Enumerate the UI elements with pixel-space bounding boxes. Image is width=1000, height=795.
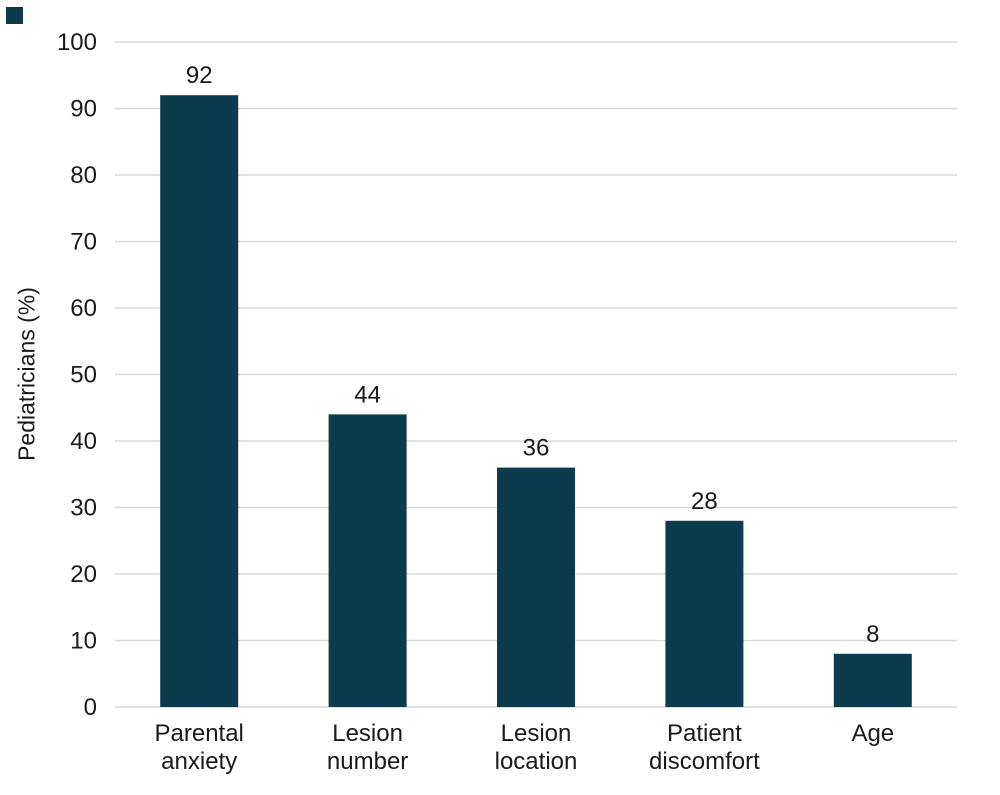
y-tick-label: 80: [70, 162, 97, 189]
corner-mark: [6, 7, 23, 24]
bar-value-label: 44: [354, 381, 381, 408]
x-category-label: anxiety: [161, 748, 237, 775]
y-tick-label: 50: [70, 362, 97, 389]
x-category-label: Lesion: [501, 720, 572, 747]
y-tick-label: 30: [70, 495, 97, 522]
x-category-label: number: [327, 748, 408, 775]
y-tick-label: 90: [70, 96, 97, 123]
bar: [833, 653, 912, 707]
bar: [497, 467, 575, 707]
y-tick-label: 10: [70, 628, 97, 655]
bar-value-label: 8: [866, 621, 879, 648]
y-tick-label: 40: [70, 428, 97, 455]
y-tick-label: 60: [70, 295, 97, 322]
x-category-label: Lesion: [332, 720, 403, 747]
x-category-label: Parental: [155, 720, 244, 747]
y-tick-label: 100: [57, 29, 97, 56]
y-tick-label: 70: [70, 229, 97, 256]
y-axis-label: Pediatricians (%): [13, 287, 40, 461]
x-category-label: Age: [851, 720, 894, 747]
y-tick-label: 20: [70, 561, 97, 588]
x-category-label: Patient: [667, 720, 742, 747]
x-category-label: location: [495, 748, 578, 775]
bar: [665, 520, 744, 707]
bar: [160, 95, 239, 707]
bar-value-label: 92: [186, 62, 213, 89]
bar-value-label: 36: [523, 435, 550, 462]
bar-value-label: 28: [691, 488, 718, 515]
y-tick-label: 0: [84, 694, 97, 721]
bar: [328, 414, 407, 707]
x-category-label: discomfort: [649, 748, 760, 775]
